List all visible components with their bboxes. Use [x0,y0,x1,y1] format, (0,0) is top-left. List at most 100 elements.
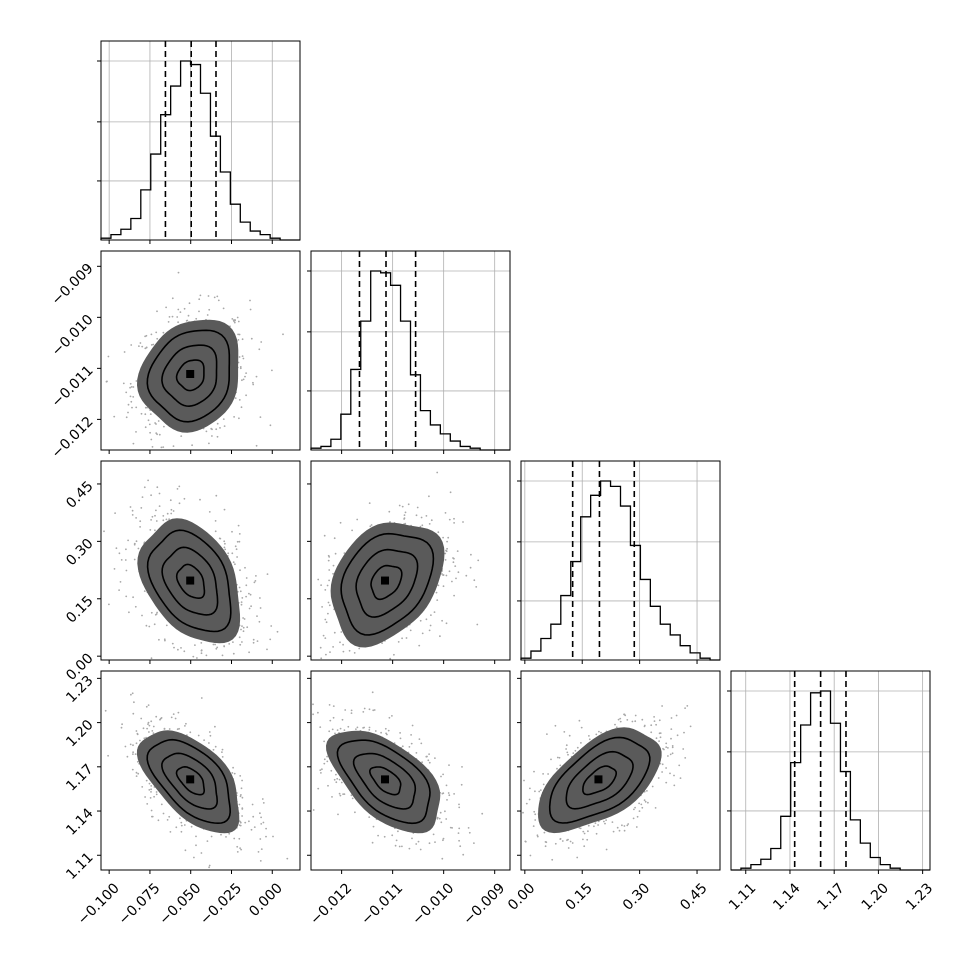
scatter-point [595,733,598,736]
scatter-point [640,803,643,806]
scatter-point [534,813,537,816]
scatter-point [411,724,414,727]
contour-line [175,563,206,600]
scatter-point [103,530,105,533]
scatter-point [533,770,535,773]
scatter-point [238,636,241,639]
scatter-point [404,511,407,514]
scatter-point [208,864,211,867]
scatter-point [234,545,237,548]
scatter-point [148,625,151,628]
scatter-point [149,529,152,531]
scatter-point [241,597,244,599]
scatter-point [177,321,180,324]
scatter-point [576,746,579,749]
density-peak [186,576,195,585]
scatter-point [626,824,629,827]
scatter-point [665,781,668,784]
scatter-point [156,611,159,614]
scatter-point [135,742,138,745]
histogram-step [520,480,720,661]
scatter-point [544,841,547,843]
scatter-point [231,318,234,320]
scatter-point [446,799,448,801]
scatter-point [671,746,674,749]
scatter-point [215,428,218,431]
scatter-point [113,415,116,418]
scatter-point [444,559,447,561]
scatter-point [174,717,177,720]
scatter-point [239,821,242,823]
scatter-point [600,731,602,734]
scatter-point [684,757,687,759]
scatter-point [583,832,586,835]
scatter-point [139,739,141,742]
scatter-point [623,713,625,716]
scatter-point [148,423,151,426]
scatter-point [404,522,407,525]
y-tick-label: 1.14 [63,805,96,838]
hist-panel-0 [97,40,301,241]
scatter-point [327,554,330,557]
scatter-point [236,316,239,319]
scatter-point [129,743,132,746]
scatter-point [256,615,258,617]
scatter-point [248,651,251,654]
scatter-point [523,779,525,782]
scatter-point [418,644,421,647]
scatter-point [252,641,255,644]
scatter-point [331,728,334,731]
scatter-point [455,577,457,580]
density-peak [381,775,390,784]
scatter-point [200,649,203,652]
scatter-point [276,630,279,633]
scatter-point [177,271,180,274]
scatter-point [312,713,314,716]
scatter-point [156,310,158,313]
scatter-point [130,344,133,346]
scatter-point [615,726,618,729]
scatter-point [350,709,353,712]
scatter-point [259,597,261,599]
scatter-point [245,577,248,579]
scatter-point [234,397,237,399]
scatter-point [255,575,257,577]
contour-line [548,736,651,824]
scatter-point [208,511,211,513]
scatter-point [162,331,165,334]
scatter-point [331,796,333,798]
contour-line [340,532,435,636]
scatter-point [411,837,413,840]
scatter-point [671,745,674,747]
scatter-panel-frame [100,250,301,451]
scatter-point [133,701,135,704]
scatter-point [150,791,152,793]
scatter-point [160,717,163,719]
scatter-point [172,445,175,447]
scatter-point [238,399,241,401]
scatter-point [145,705,148,708]
scatter-point [125,391,128,394]
scatter-point [556,756,559,759]
scatter-point [211,428,213,431]
scatter-panel-frame [100,460,301,661]
scatter-point [312,809,315,811]
scatter-point [237,524,240,527]
scatter-point [129,382,132,385]
scatter-point [132,751,135,754]
scatter-panel-frame [310,670,511,871]
scatter-point [141,496,144,498]
scatter-point [222,418,225,420]
scatter-point [156,486,159,489]
scatter-point [232,766,235,769]
scatter-point [626,719,629,721]
scatter-point [554,724,557,727]
scatter-point [265,835,267,838]
scatter-point [587,824,590,827]
x-tick-label: 1.23 [903,880,936,913]
scatter-point [124,745,127,748]
scatter-point [259,416,262,418]
scatter-point [653,720,656,722]
scatter-point [340,781,343,784]
y-tick-label: 1.17 [63,761,96,794]
